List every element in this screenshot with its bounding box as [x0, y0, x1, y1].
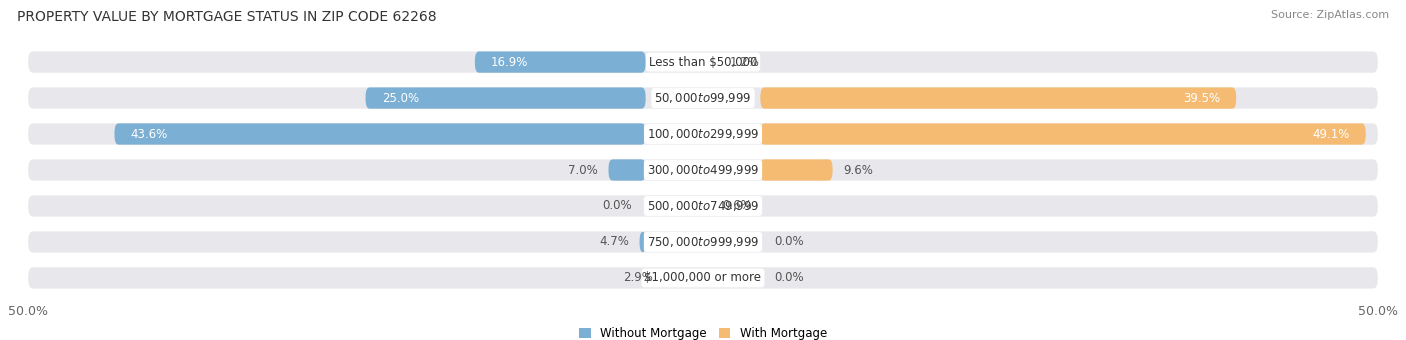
Text: $100,000 to $299,999: $100,000 to $299,999 [647, 127, 759, 141]
Text: 9.6%: 9.6% [844, 164, 873, 176]
FancyBboxPatch shape [640, 231, 645, 253]
Text: 25.0%: 25.0% [382, 91, 419, 104]
FancyBboxPatch shape [28, 159, 1378, 181]
FancyBboxPatch shape [28, 123, 1378, 144]
Text: $300,000 to $499,999: $300,000 to $499,999 [647, 163, 759, 177]
FancyBboxPatch shape [28, 231, 1378, 253]
Text: 0.0%: 0.0% [773, 236, 803, 249]
Legend: Without Mortgage, With Mortgage: Without Mortgage, With Mortgage [579, 327, 827, 340]
Text: 1.2%: 1.2% [730, 55, 759, 69]
Text: $500,000 to $749,999: $500,000 to $749,999 [647, 199, 759, 213]
FancyBboxPatch shape [28, 87, 1378, 109]
Text: 39.5%: 39.5% [1182, 91, 1220, 104]
FancyBboxPatch shape [28, 267, 1378, 289]
Text: $50,000 to $99,999: $50,000 to $99,999 [654, 91, 752, 105]
Text: 2.9%: 2.9% [623, 271, 652, 285]
Text: 4.7%: 4.7% [599, 236, 628, 249]
FancyBboxPatch shape [475, 51, 645, 73]
Text: 0.6%: 0.6% [721, 200, 752, 212]
Text: 7.0%: 7.0% [568, 164, 598, 176]
Text: $750,000 to $999,999: $750,000 to $999,999 [647, 235, 759, 249]
Text: 0.0%: 0.0% [773, 271, 803, 285]
Text: Less than $50,000: Less than $50,000 [648, 55, 758, 69]
Text: 43.6%: 43.6% [131, 128, 167, 140]
Text: Source: ZipAtlas.com: Source: ZipAtlas.com [1271, 10, 1389, 20]
FancyBboxPatch shape [761, 87, 1236, 109]
FancyBboxPatch shape [114, 123, 645, 144]
FancyBboxPatch shape [366, 87, 645, 109]
Text: 16.9%: 16.9% [491, 55, 529, 69]
FancyBboxPatch shape [609, 159, 645, 181]
FancyBboxPatch shape [28, 195, 1378, 217]
Text: PROPERTY VALUE BY MORTGAGE STATUS IN ZIP CODE 62268: PROPERTY VALUE BY MORTGAGE STATUS IN ZIP… [17, 10, 436, 24]
FancyBboxPatch shape [761, 159, 832, 181]
Text: 49.1%: 49.1% [1312, 128, 1350, 140]
Text: 0.0%: 0.0% [603, 200, 633, 212]
FancyBboxPatch shape [761, 123, 1365, 144]
Text: $1,000,000 or more: $1,000,000 or more [644, 271, 762, 285]
FancyBboxPatch shape [28, 51, 1378, 73]
